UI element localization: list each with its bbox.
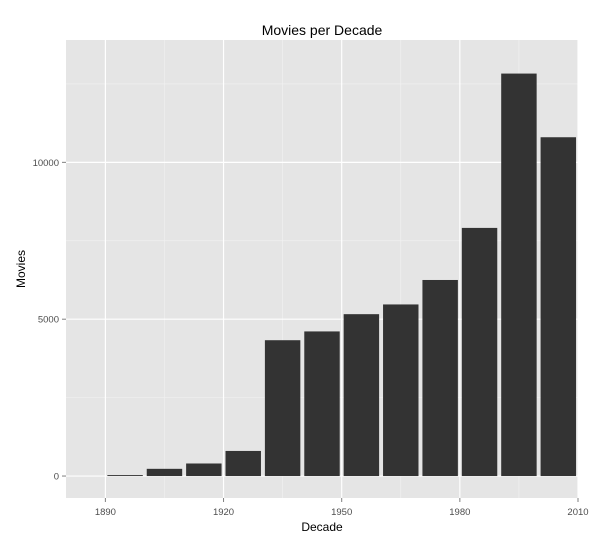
y-tick-label: 10000 (33, 158, 59, 169)
bar-1930 (264, 340, 301, 477)
x-tick-label: 1890 (95, 507, 116, 518)
y-axis: 0 5000 10000 (33, 158, 66, 483)
bar-1900 (146, 468, 183, 477)
y-tick-label: 0 (54, 472, 59, 483)
bar-1970 (422, 279, 458, 477)
gridlines (66, 40, 579, 498)
bar-1940 (304, 331, 340, 477)
bar-1910 (186, 463, 222, 477)
y-axis-title: Movies (14, 250, 28, 288)
x-axis-title: Decade (301, 520, 343, 534)
bar-1950 (343, 314, 380, 477)
bar-1990 (501, 73, 537, 477)
x-tick-label: 1950 (331, 507, 352, 518)
bar-2000 (540, 137, 577, 477)
y-tick-label: 5000 (38, 315, 59, 326)
chart-title: Movies per Decade (262, 22, 383, 38)
bar-1960 (383, 304, 419, 477)
x-tick-label: 1920 (213, 507, 234, 518)
x-tick-label: 1980 (449, 507, 470, 518)
bars (107, 73, 577, 477)
bar-1890 (107, 475, 143, 477)
x-tick-label: 2010 (567, 507, 588, 518)
bar-1980 (461, 227, 498, 477)
x-axis: 1890 1920 1950 1980 2010 (95, 498, 589, 518)
bar-1920 (225, 450, 261, 477)
